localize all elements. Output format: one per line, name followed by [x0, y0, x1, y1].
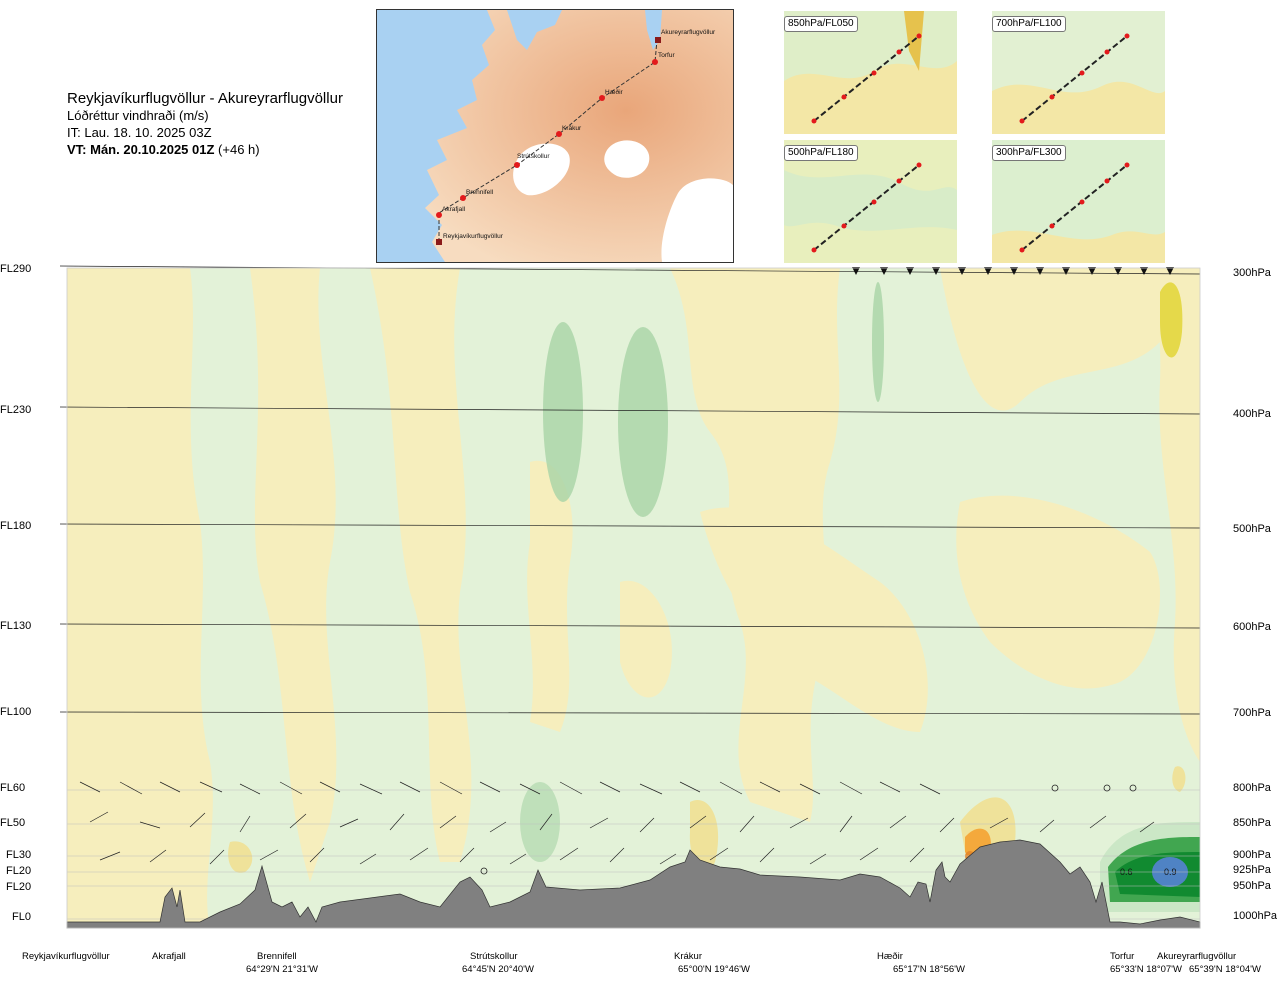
route-point-name: Reykjavíkurflugvöllur [22, 951, 110, 962]
title-block: Reykjavíkurflugvöllur - Akureyrarflugvöl… [67, 90, 343, 158]
pressure-label: 850hPa [1233, 817, 1271, 829]
inset-map-graphic [992, 140, 1165, 263]
pressure-label: 800hPa [1233, 782, 1271, 794]
station-marker-haedir [599, 95, 605, 101]
route-point-name: Brennifell [257, 951, 297, 962]
route-point-name: Torfur [1110, 951, 1135, 962]
inset-label: 500hPa/FL180 [784, 145, 858, 161]
station-marker-krakur [556, 131, 562, 137]
fl-label: FL50 [0, 817, 26, 829]
plot-frame [66, 267, 1201, 929]
glacier-vatnajokull [661, 178, 733, 262]
station-label: Akrafjall [442, 206, 466, 213]
station-label: Akureyrarflugvöllur [661, 29, 716, 36]
route-map-svg: Akureyrarflugvöllur Torfur Hæðir Krákur … [377, 10, 733, 262]
route-point-coord: 65°00'N 19°46'W [678, 964, 750, 975]
station-marker-akrafjall [436, 212, 442, 218]
pressure-label: 400hPa [1233, 408, 1271, 420]
fl-label: FL290 [0, 263, 32, 275]
wind-barbs [60, 265, 1201, 865]
issue-time: IT: Lau. 18. 10. 2025 03Z [67, 125, 212, 140]
inset-map-500hpa: 500hPa/FL180 [784, 140, 957, 263]
station-marker-reykjavik [436, 239, 442, 245]
route-point-name: Krákur [674, 951, 702, 962]
station-marker-brennifell [460, 195, 466, 201]
inset-map-graphic [992, 11, 1165, 134]
station-label: Krákur [562, 125, 582, 132]
pressure-label: 900hPa [1233, 849, 1271, 861]
pressure-label: 925hPa [1233, 864, 1271, 876]
pressure-label: 1000hPa [1233, 910, 1278, 922]
route-line [438, 39, 658, 242]
calm-markers [480, 784, 1137, 875]
ocean-west [377, 10, 495, 262]
station-label: Hæðir [605, 88, 624, 96]
faxafloi [377, 220, 437, 262]
pennant-flags [852, 267, 1174, 275]
parameter-label: Lóðréttur vindhraði (m/s) [67, 108, 209, 123]
inset-label: 300hPa/FL300 [992, 145, 1066, 161]
fl-label: FL100 [0, 706, 32, 718]
pressure-label: 500hPa [1233, 523, 1271, 535]
fl-label: FL230 [0, 404, 32, 416]
negative-bands [67, 268, 1200, 928]
pressure-label: 600hPa [1233, 621, 1271, 633]
station-label: Torfur [658, 52, 675, 59]
route-point-coord: 64°45'N 20°40'W [462, 964, 534, 975]
route-point-coord: 64°29'N 21°31'W [246, 964, 318, 975]
route-point-coord: 65°39'N 18°04'W [1189, 964, 1261, 975]
ocean-north-bay [507, 10, 562, 50]
route-point-name: Hæðir [877, 951, 903, 962]
route-point-name: Akrafjall [152, 951, 186, 962]
station-label: Strútskollur [517, 153, 550, 160]
pressure-label: 300hPa [1233, 267, 1271, 279]
valid-time: VT: Mán. 20.10.2025 01Z (+46 h) [67, 142, 260, 157]
route-point-name: Strútskollur [470, 951, 518, 962]
route-point-name: Akureyrarflugvöllur [1157, 951, 1237, 962]
fl-label: FL20 [6, 865, 32, 877]
inset-label: 850hPa/FL050 [784, 16, 858, 32]
fl-label: FL60 [0, 782, 26, 794]
pressure-label: 700hPa [1233, 707, 1271, 719]
fl-label: FL0 [12, 911, 31, 923]
glacier-hofsjokull [604, 140, 650, 178]
fl-label: FL20 [6, 881, 32, 893]
station-label: Reykjavíkurflugvöllur [443, 233, 504, 240]
terrain-profile [66, 839, 1201, 929]
glacier-langjokull [513, 143, 570, 196]
fl-label: FL130 [0, 620, 32, 632]
station-marker-torfur [652, 59, 658, 65]
fl-label: FL180 [0, 520, 32, 532]
positive-bands [520, 282, 884, 862]
station-marker-strutskollur [514, 162, 520, 168]
inset-label: 700hPa/FL100 [992, 16, 1066, 32]
inset-map-850hpa: 850hPa/FL050 [784, 11, 957, 134]
fl-label: FL30 [6, 849, 32, 861]
station-marker-akureyri [655, 37, 661, 43]
route-point-coord: 65°17'N 18°56'W [893, 964, 965, 975]
inset-map-700hpa: 700hPa/FL100 [992, 11, 1165, 134]
inset-map-300hpa: 300hPa/FL300 [992, 140, 1165, 263]
inset-map-graphic [784, 11, 957, 134]
route-map: Akureyrarflugvöllur Torfur Hæðir Krákur … [376, 9, 734, 263]
cross-section-plot: 0.6 0.9 [60, 265, 1201, 929]
station-label: Brennifell [466, 189, 494, 196]
route-point-coord: 65°33'N 18°07'W [1110, 964, 1182, 975]
route-title: Reykjavíkurflugvöllur - Akureyrarflugvöl… [67, 90, 343, 107]
pressure-label: 950hPa [1233, 880, 1271, 892]
